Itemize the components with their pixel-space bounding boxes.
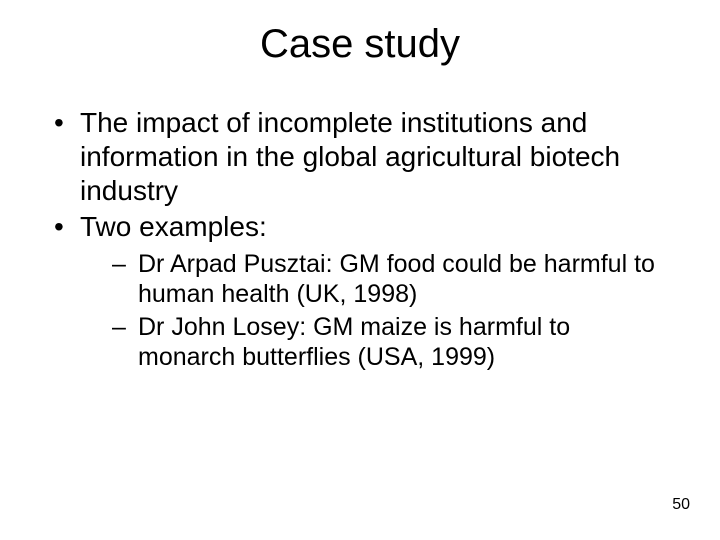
list-item: Dr Arpad Pusztai: GM food could be harmf… (112, 249, 674, 310)
slide-title: Case study (0, 22, 720, 67)
list-item-text: The impact of incomplete institutions an… (80, 107, 620, 206)
list-item-text: Dr Arpad Pusztai: GM food could be harmf… (138, 250, 655, 309)
list-item: Two examples: Dr Arpad Pusztai: GM food … (54, 210, 674, 372)
slide: Case study The impact of incomplete inst… (0, 0, 720, 540)
bullet-list-level1: The impact of incomplete institutions an… (54, 106, 674, 373)
page-number: 50 (672, 496, 690, 514)
bullet-list-level2: Dr Arpad Pusztai: GM food could be harmf… (80, 249, 674, 373)
slide-body: The impact of incomplete institutions an… (54, 106, 674, 375)
list-item-text: Dr John Losey: GM maize is harmful to mo… (138, 313, 570, 372)
list-item: The impact of incomplete institutions an… (54, 106, 674, 208)
list-item-text: Two examples: (80, 211, 267, 242)
list-item: Dr John Losey: GM maize is harmful to mo… (112, 312, 674, 373)
